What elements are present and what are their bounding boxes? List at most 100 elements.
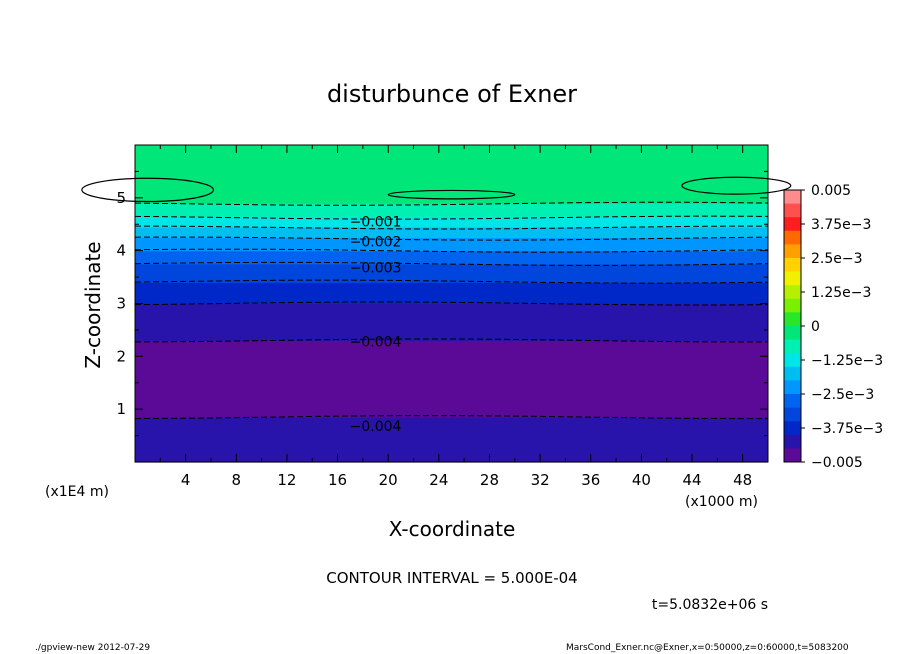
- field-band: [135, 390, 768, 394]
- field-band: [135, 200, 768, 204]
- contour-line: [134, 261, 769, 266]
- x-tick-label: 20: [379, 471, 398, 489]
- colorbar-swatch: [784, 394, 801, 408]
- x-tick-label: 32: [531, 471, 550, 489]
- field-band: [135, 171, 768, 175]
- y-unit-label: (x1E4 m): [45, 484, 109, 500]
- field-band: [135, 332, 768, 336]
- colorbar-swatch: [784, 203, 801, 218]
- field-band: [135, 213, 768, 217]
- field-band: [135, 242, 768, 246]
- contour-labels: −0.001 −0.002 −0.003 −0.004 −0.004: [350, 215, 402, 435]
- colorbar-tick-label: 1.25e−3: [811, 285, 871, 301]
- field-band: [135, 145, 768, 149]
- field-band: [135, 224, 768, 228]
- field-band: [135, 369, 768, 373]
- field-band: [135, 374, 768, 379]
- colorbar-swatch: [784, 326, 801, 340]
- contour-line: [134, 301, 769, 306]
- field-band: [135, 168, 768, 173]
- field-band: [135, 155, 768, 159]
- field-band: [135, 324, 768, 328]
- x-tick-label: 40: [632, 471, 651, 489]
- colorbar-ticks: 0.005 3.75e−3 2.5e−3 1.25e−3 0 −1.25e−3 −2.5e−…: [801, 183, 883, 471]
- field-band: [135, 179, 768, 183]
- field-band: [135, 292, 768, 297]
- field-band: [135, 314, 768, 318]
- field-band: [135, 340, 768, 344]
- colorbar-swatch: [784, 339, 801, 354]
- field-band: [135, 253, 768, 257]
- field-band: [135, 316, 768, 320]
- field-band: [135, 438, 768, 442]
- colorbar-tick-label: −3.75e−3: [811, 421, 883, 437]
- field-band: [135, 308, 768, 313]
- field-band: [135, 448, 768, 453]
- contour-line: [134, 236, 769, 241]
- field-band: [135, 456, 768, 460]
- y-tick-label: 5: [116, 189, 126, 207]
- field-band: [135, 240, 768, 244]
- field-band: [135, 343, 768, 347]
- contour-line: [135, 338, 769, 343]
- field-band: [135, 446, 768, 450]
- field-band: [135, 189, 768, 194]
- colorbar-swatch: [784, 217, 801, 232]
- field-band: [135, 351, 768, 355]
- contour-label: −0.003: [350, 261, 402, 277]
- field-band: [135, 335, 768, 339]
- x-axis: 4 8 12 16 20 24 28 32 36 40 44 48: [159, 145, 752, 489]
- field-band: [135, 380, 768, 384]
- field-band: [135, 398, 768, 402]
- field-band: [135, 319, 768, 323]
- zero-contour-loop: [387, 189, 516, 200]
- contour-line: [134, 248, 769, 253]
- y-tick-label: 3: [116, 295, 126, 313]
- field-band: [135, 274, 768, 278]
- field-band: [135, 451, 768, 455]
- field-band: [135, 184, 768, 188]
- colorbar-swatch: [784, 230, 801, 245]
- field-band: [135, 290, 768, 294]
- colorbar-swatch: [784, 312, 801, 327]
- zero-contour-loop: [681, 176, 792, 195]
- x-tick-label: 28: [480, 471, 499, 489]
- field-band: [135, 258, 768, 262]
- field-band: [135, 248, 768, 252]
- field-band: [135, 192, 768, 196]
- x-tick-label: 44: [682, 471, 701, 489]
- field-band: [135, 419, 768, 423]
- field-band: [135, 366, 768, 371]
- field-band: [135, 425, 768, 429]
- field-band: [135, 181, 768, 186]
- field-band: [135, 277, 768, 281]
- field-band: [135, 393, 768, 397]
- field-band: [135, 271, 768, 276]
- field-band: [135, 150, 768, 154]
- colorbar-tick-label: −0.005: [811, 455, 863, 471]
- field-band: [135, 205, 768, 209]
- field-band: [135, 440, 768, 445]
- footer-left: ./gpview-new 2012-07-29: [35, 643, 151, 653]
- field-band: [135, 417, 768, 421]
- x-tick-label: 24: [429, 471, 448, 489]
- colorbar-tick-label: 0.005: [811, 183, 851, 199]
- field-band: [135, 377, 768, 381]
- field-band: [135, 327, 768, 331]
- field-band: [135, 382, 768, 386]
- field-band: [135, 285, 768, 289]
- field-band: [135, 147, 768, 151]
- field-band: [135, 353, 768, 357]
- field-band: [135, 187, 768, 191]
- colorbar: [784, 190, 801, 463]
- colorbar-swatch: [784, 366, 801, 381]
- colorbar-tick-label: −1.25e−3: [811, 353, 883, 369]
- field-band: [135, 166, 768, 170]
- y-axis: 1 2 3 4 5: [116, 170, 768, 437]
- field-band: [135, 358, 768, 363]
- field-band: [135, 232, 768, 236]
- field-band: [135, 295, 768, 299]
- colorbar-swatch: [784, 298, 801, 313]
- contour-label: −0.004: [350, 419, 402, 435]
